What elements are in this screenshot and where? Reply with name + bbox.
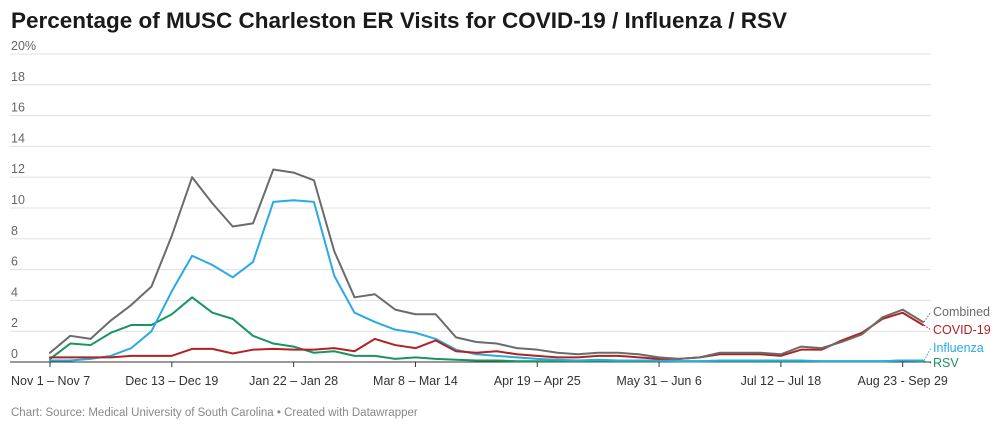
series-connector bbox=[923, 347, 932, 361]
series-connector bbox=[923, 324, 932, 331]
x-axis-ticks: Nov 1 – Nov 7 Dec 13 – Dec 19 Jan 22 – Jan… bbox=[11, 362, 948, 388]
series-label-covid-19: COVID-19 bbox=[933, 323, 991, 337]
x-tick-label: Nov 1 – Nov 7 bbox=[11, 374, 90, 388]
x-tick-label: Apr 19 – Apr 25 bbox=[494, 374, 581, 388]
y-tick-label: 10 bbox=[11, 193, 25, 207]
series-line-combined bbox=[49, 168, 924, 360]
series-lines bbox=[49, 168, 924, 363]
x-tick-label: Jan 22 – Jan 28 bbox=[249, 374, 338, 388]
y-tick-label: 18 bbox=[11, 70, 25, 84]
y-axis-ticks: 0 2 4 6 8 10 12 14 16 18 20% bbox=[11, 39, 36, 361]
series-label-rsv: RSV bbox=[933, 356, 959, 370]
series-line-influenza bbox=[49, 199, 924, 363]
line-chart: 0 2 4 6 8 10 12 14 16 18 20% Nov 1 – Nov 7 Dec 13 –… bbox=[10, 39, 991, 388]
y-tick-label: 8 bbox=[11, 224, 18, 238]
x-tick-label: Aug 23 - Sep 29 bbox=[858, 374, 948, 388]
y-tick-label: 4 bbox=[11, 285, 18, 299]
y-tick-label: 14 bbox=[11, 131, 25, 145]
chart-title: Percentage of MUSC Charleston ER Visits … bbox=[11, 8, 787, 33]
series-label-combined: Combined bbox=[933, 305, 990, 319]
y-tick-label: 2 bbox=[11, 316, 18, 330]
series-connector bbox=[923, 311, 932, 323]
x-tick-label: Jul 12 – Jul 18 bbox=[741, 374, 822, 388]
y-tick-label: 16 bbox=[11, 101, 25, 115]
x-tick-label: Dec 13 – Dec 19 bbox=[125, 374, 218, 388]
y-tick-label: 12 bbox=[11, 162, 25, 176]
x-tick-label: Mar 8 – Mar 14 bbox=[373, 374, 458, 388]
y-tick-label: 20% bbox=[11, 39, 36, 53]
series-connector bbox=[923, 360, 932, 364]
series-line-covid-19 bbox=[49, 311, 924, 360]
y-tick-label: 0 bbox=[11, 347, 18, 361]
chart-footer: Chart: Source: Medical University of Sou… bbox=[11, 407, 418, 419]
x-tick-label: May 31 – Jun 6 bbox=[616, 374, 702, 388]
y-gridlines bbox=[10, 53, 931, 363]
series-label-influenza: Influenza bbox=[933, 341, 984, 355]
y-tick-label: 6 bbox=[11, 255, 18, 269]
